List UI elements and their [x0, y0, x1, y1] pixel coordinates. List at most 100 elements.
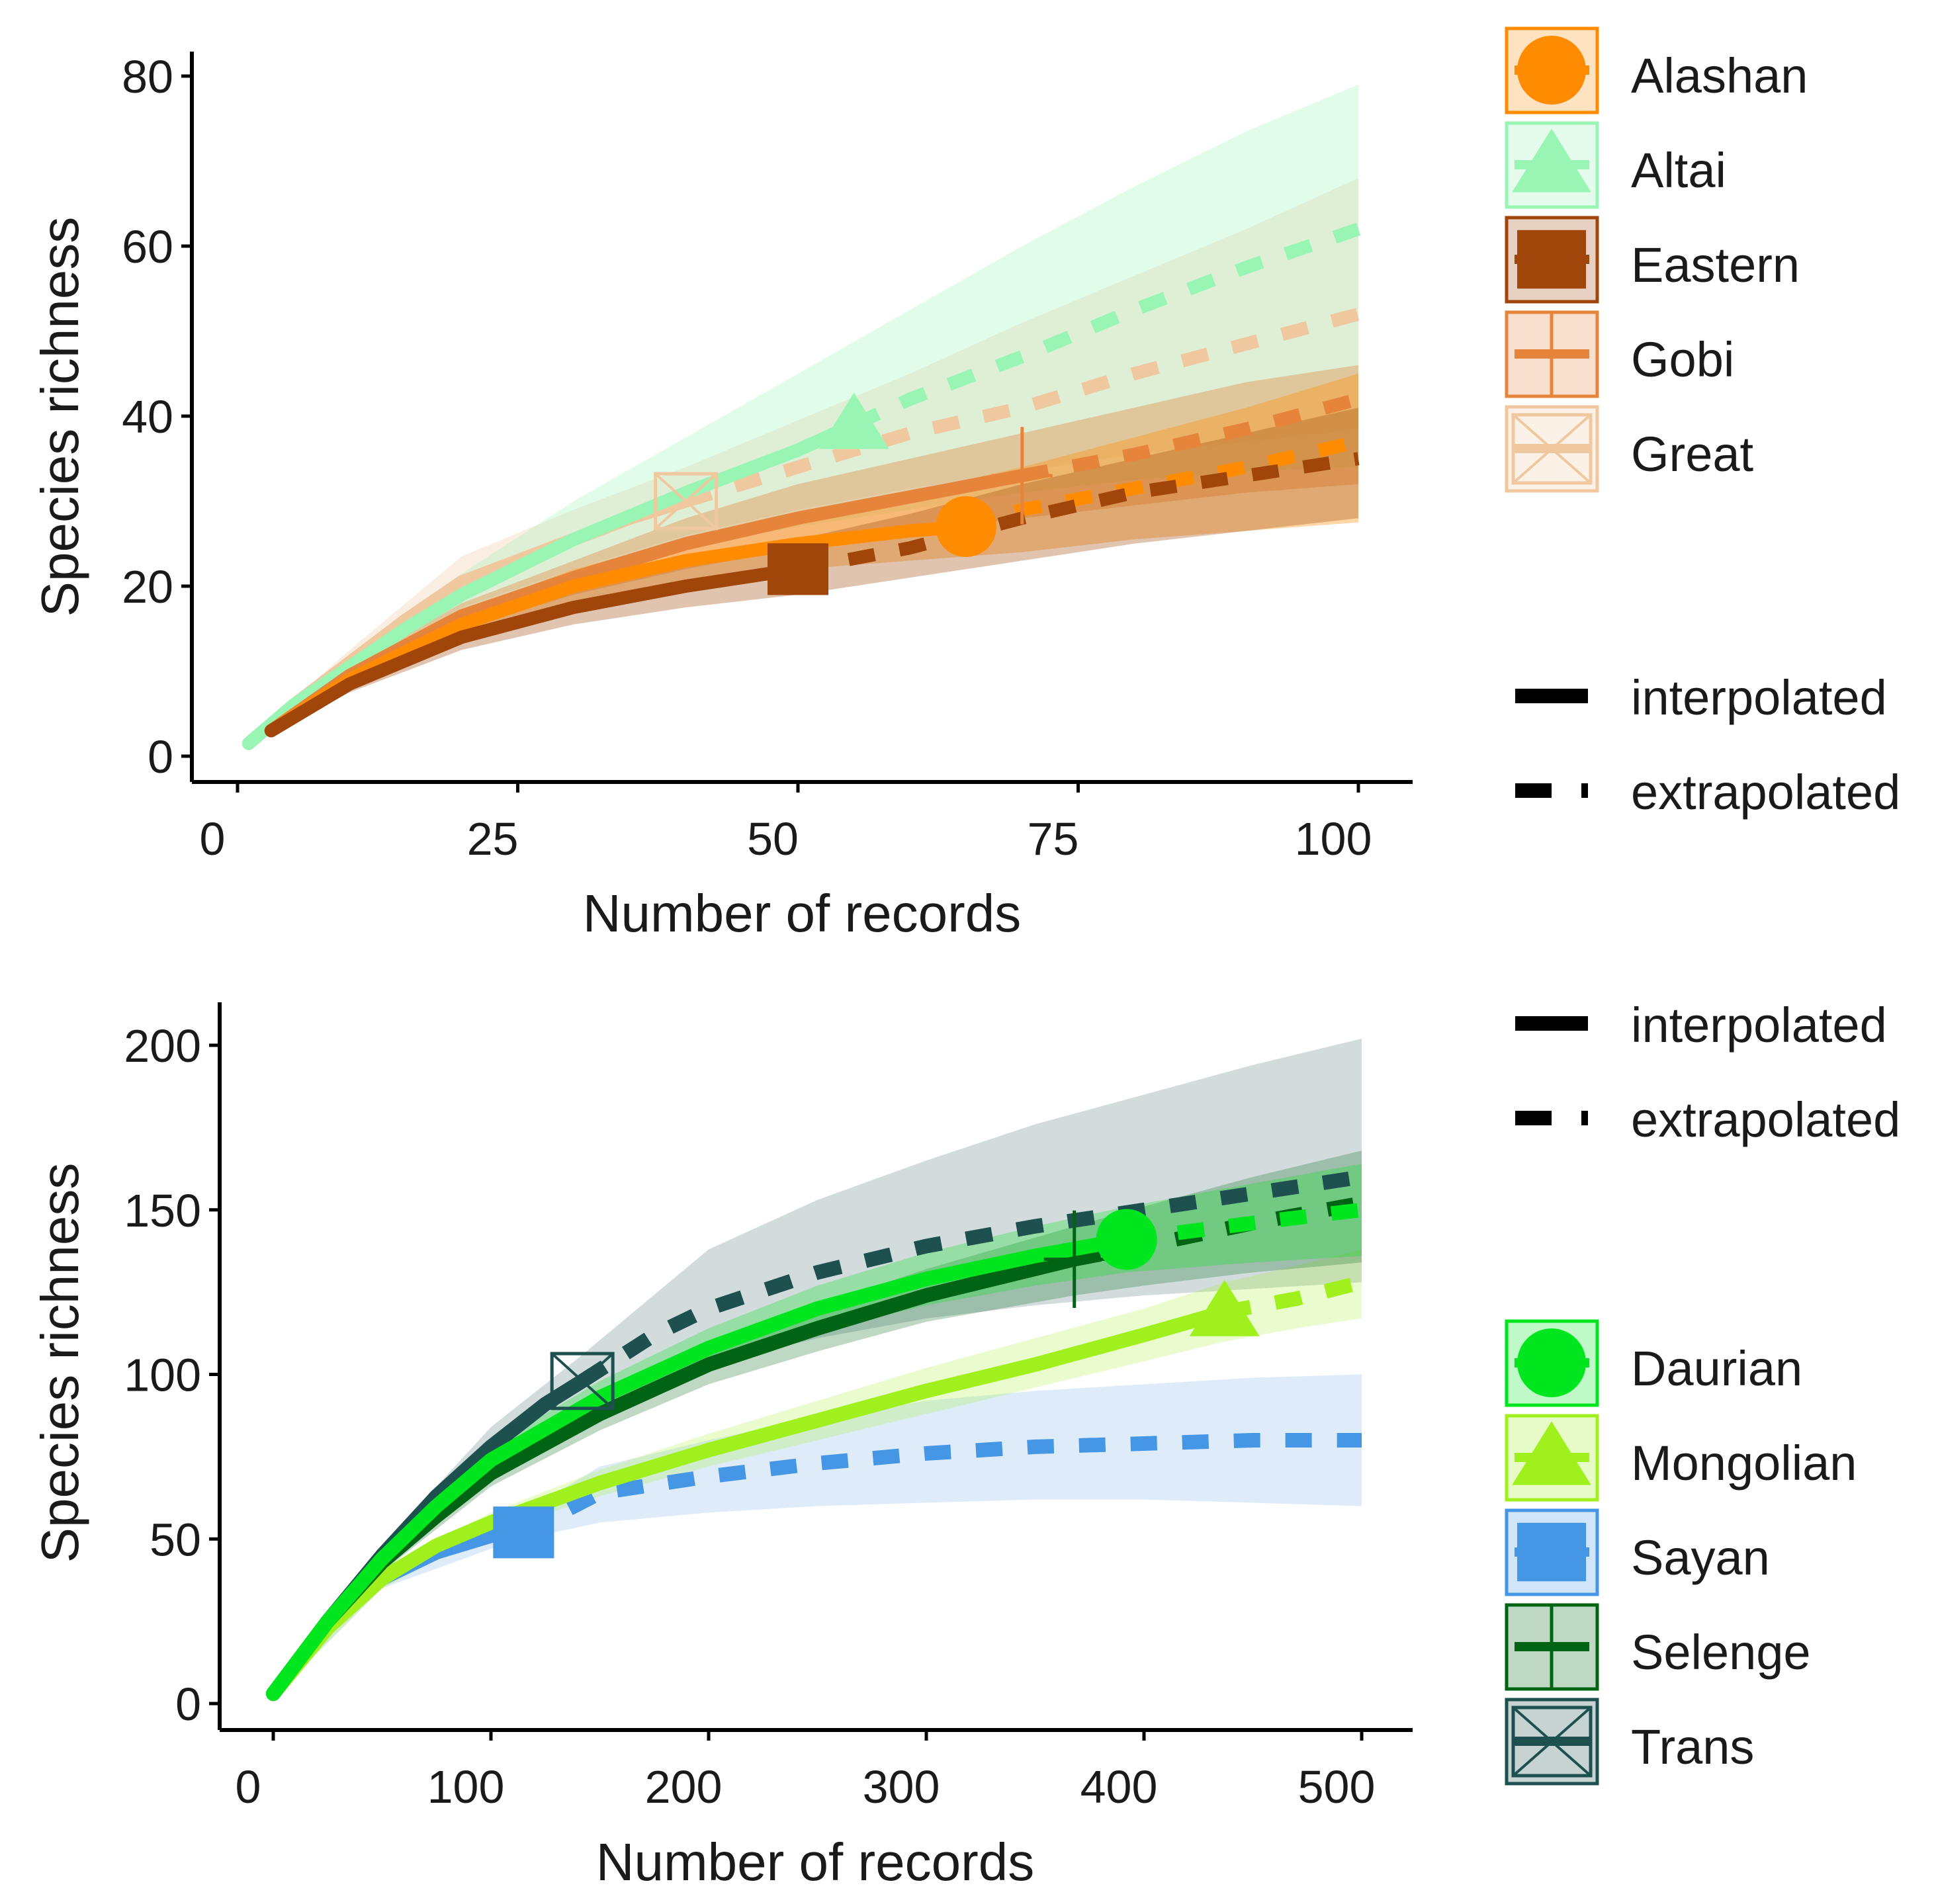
legend-key-altai: [1505, 121, 1599, 209]
observed-point-daurian-circle: [1096, 1209, 1157, 1270]
x-tick-label: 100: [427, 1761, 505, 1813]
legend-key-symbol-mongolian-triangle: [1512, 1421, 1591, 1485]
y-tick-label: 80: [122, 51, 173, 103]
legend-key-symbol-daurian-circle: [1517, 1328, 1586, 1397]
observed-point-alashan: [936, 496, 997, 558]
x-tick-label: 50: [747, 813, 799, 865]
panel-top-plot-area: [242, 84, 1361, 750]
legend-label-sayan: Sayan: [1631, 1530, 1770, 1585]
legend-entry-alashan: Alashan: [1505, 26, 1808, 114]
legend-entry-interpolated-top: interpolated: [1515, 670, 1887, 725]
extrapolated-line-eastern: [797, 452, 1360, 576]
legend-key-symbol-altai: [1512, 128, 1591, 193]
y-tick-label: 150: [124, 1185, 201, 1236]
legend-entry-sayan: Sayan: [1505, 1508, 1770, 1596]
x-tick-label: 400: [1080, 1761, 1158, 1813]
extrapolated-label: extrapolated: [1631, 1092, 1900, 1147]
legend-entry-great: Great: [1505, 405, 1754, 493]
y-tick-label: 60: [122, 221, 173, 273]
legend-entry-interpolated-bottom: interpolated: [1515, 998, 1887, 1053]
legend-key-box-great: [1511, 413, 1593, 485]
observed-point-mongolian: [1189, 1279, 1260, 1336]
legend-key-x2-great: [1512, 413, 1592, 484]
legend-key-symbol-sayan-square: [1517, 1522, 1586, 1582]
extrapolated-line-gobi: [1020, 392, 1360, 482]
ci-band-trans: [273, 1039, 1362, 1698]
observed-point-sayan-square: [493, 1506, 554, 1559]
panel-top-y-axis-title: Species richness: [30, 217, 89, 617]
legend-key-daurian: [1505, 1319, 1599, 1407]
legend-label-altai: Altai: [1631, 143, 1726, 198]
legend-key-symbol-daurian: [1517, 1328, 1586, 1397]
interpolated-line-eastern: [264, 562, 805, 738]
legend-key-gobi: [1505, 310, 1599, 398]
panel-bottom-region-legend: Daurian Mongolian Sayan Selenge Trans: [1505, 1319, 1857, 1786]
legend-key-eastern: [1505, 216, 1599, 304]
legend-label-great: Great: [1631, 427, 1754, 482]
interpolated-label: interpolated: [1631, 998, 1887, 1053]
y-tick-label: 0: [175, 1678, 201, 1730]
legend-entry-daurian: Daurian: [1505, 1319, 1802, 1407]
legend-key-symbol-eastern: [1517, 230, 1586, 289]
legend-label-mongolian: Mongolian: [1631, 1436, 1857, 1491]
legend-key-trans: [1505, 1698, 1599, 1786]
panel-top-x-ticks: 0 25 50 75 100: [200, 782, 1372, 865]
panel-top-x-axis-title: Number of records: [583, 884, 1021, 943]
y-tick-label: 100: [124, 1350, 201, 1401]
legend-entry-eastern: Eastern: [1505, 216, 1800, 304]
extrapolated-line-daurian: [1125, 1202, 1363, 1247]
observed-point-altai: [818, 392, 889, 449]
legend-key-sayan: [1505, 1508, 1599, 1596]
legend-label-selenge: Selenge: [1631, 1625, 1811, 1680]
ci-band-sayan: [273, 1374, 1362, 1698]
panel-bottom-x-ticks: 0 100 200 300 400 500: [236, 1730, 1376, 1813]
extrapolated-line-trans: [578, 1170, 1363, 1387]
legend-key-symbol-mongolian: [1512, 1421, 1591, 1485]
observed-point-daurian: [1096, 1209, 1157, 1270]
panel-bottom: 0 50 100 150 200 0 100 200 300 400 500 Number of …: [30, 1002, 1413, 1891]
legend-label-eastern: Eastern: [1631, 238, 1800, 292]
legend-key-symbol-eastern-square: [1517, 230, 1586, 289]
legend-label-alashan: Alashan: [1631, 48, 1808, 103]
interpolated-label: interpolated: [1631, 670, 1887, 725]
y-tick-label: 20: [122, 561, 173, 613]
legend-key-symbol-alashan-circle: [1517, 36, 1586, 105]
x-tick-label: 100: [1295, 813, 1372, 865]
observed-point-great-box: [654, 472, 719, 531]
y-tick-label: 50: [150, 1514, 201, 1565]
legend-key-symbol-alashan: [1517, 36, 1586, 105]
observed-point-eastern: [768, 543, 828, 595]
legend-key-selenge: [1505, 1603, 1599, 1691]
observed-point-trans: [550, 1352, 615, 1410]
observed-point-altai-triangle: [818, 392, 889, 449]
legend-entry-gobi: Gobi: [1505, 310, 1734, 398]
legend-key-symbol-altai-triangle: [1512, 128, 1591, 193]
observed-point-mongolian-triangle: [1189, 1279, 1260, 1336]
panel-top-y-ticks: 0 20 40 60 80: [122, 51, 192, 783]
observed-point-trans-x2: [550, 1352, 614, 1410]
legend-entry-altai: Altai: [1505, 121, 1726, 209]
interpolated-line-altai: [242, 417, 861, 750]
x-tick-label: 0: [200, 813, 226, 865]
observed-point-gobi: [991, 427, 1053, 525]
extrapolated-line-sayan: [520, 1433, 1362, 1539]
ci-band-selenge: [273, 1150, 1362, 1698]
observed-point-selenge: [1043, 1210, 1105, 1308]
legend-key-x2-trans: [1512, 1706, 1592, 1777]
panel-bottom-linetype-legend: interpolated extrapolated: [1515, 998, 1900, 1147]
panel-top: 0 20 40 60 80 0 25 50 75 100 Number of records S…: [30, 51, 1413, 943]
legend-label-trans: Trans: [1631, 1719, 1754, 1774]
observed-point-great: [654, 472, 719, 531]
ci-band-altai: [248, 84, 1358, 748]
ci-band-mongolian: [273, 1249, 1362, 1698]
legend-key-box-trans: [1511, 1706, 1593, 1778]
legend-label-daurian: Daurian: [1631, 1341, 1802, 1396]
legend-key-mongolian: [1505, 1414, 1599, 1502]
extrapolated-label: extrapolated: [1631, 765, 1900, 820]
x-tick-label: 500: [1298, 1761, 1376, 1813]
y-tick-label: 0: [148, 731, 173, 783]
observed-point-alashan-circle: [936, 496, 997, 558]
x-tick-label: 0: [236, 1761, 261, 1813]
legend-entry-extrapolated-bottom: extrapolated: [1515, 1092, 1900, 1147]
